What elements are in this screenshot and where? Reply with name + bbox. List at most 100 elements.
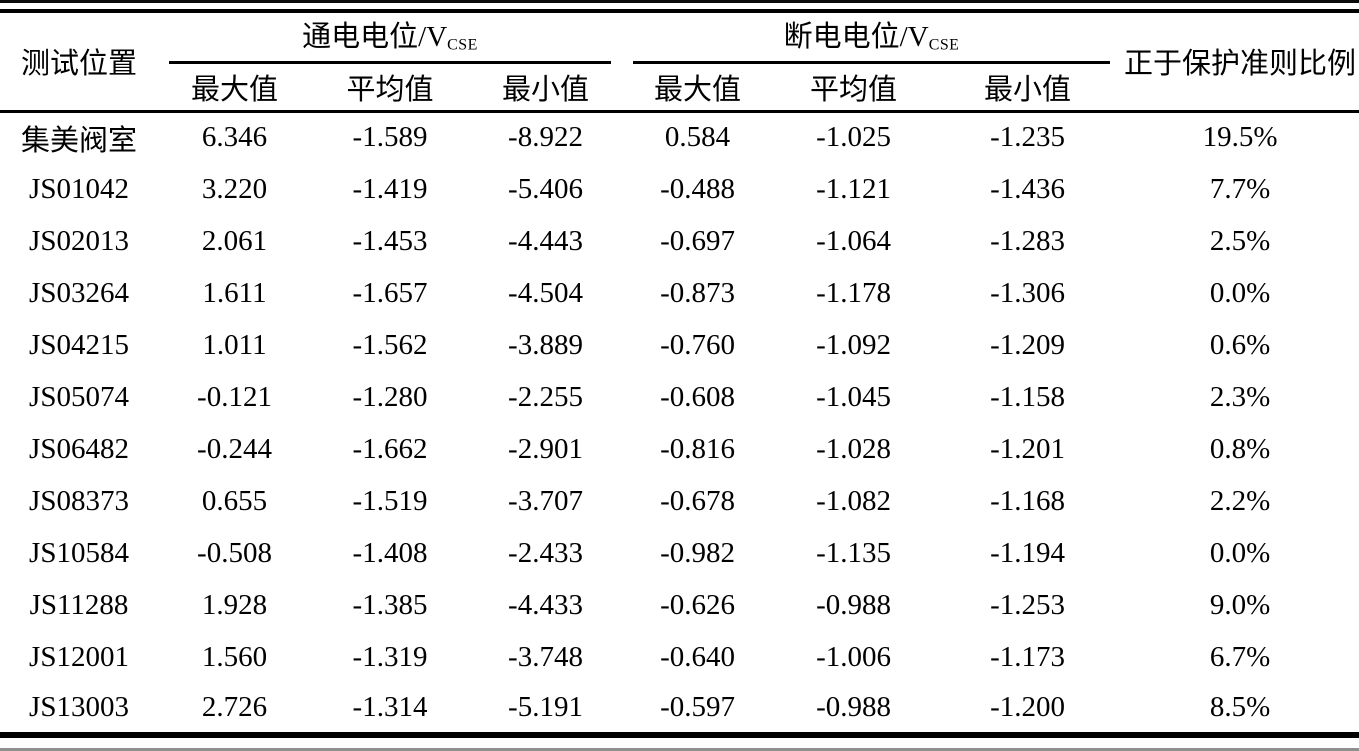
value-cell: -1.158	[990, 380, 1065, 413]
value-cell: 6.346	[201, 121, 268, 154]
table-row: 集美阀室 6.346 -1.589 -8.922 0.584 -1.025 -1.235 19…	[0, 111, 1359, 163]
value-cell: -1.280	[352, 380, 428, 413]
on-potential-subscript: CSE	[447, 36, 478, 54]
value-cell: -1.419	[352, 172, 428, 205]
location-cell: JS12001	[29, 640, 129, 673]
value-cell: -4.443	[508, 224, 583, 257]
header-off-avg: 平均值	[773, 64, 935, 113]
value-cell: -1.178	[816, 276, 891, 309]
ratio-cell: 0.0%	[1209, 536, 1271, 569]
value-cell: -1.385	[352, 588, 428, 621]
value-cell: -1.201	[990, 432, 1065, 465]
value-cell: -1.253	[990, 588, 1065, 621]
value-cell: -8.922	[508, 121, 583, 154]
value-cell: -0.816	[660, 432, 735, 465]
location-cell: JS04215	[29, 328, 129, 361]
value-cell: -1.194	[990, 536, 1065, 569]
outer-top-rule	[0, 0, 1359, 3]
value-cell: 2.726	[201, 691, 268, 723]
value-cell: -4.504	[508, 276, 583, 309]
value-cell: -1.082	[816, 484, 891, 517]
header-protection-criterion-ratio: 正于保护准则比例	[1121, 11, 1359, 113]
value-cell: -1.045	[816, 380, 891, 413]
ratio-cell: 2.3%	[1209, 380, 1271, 413]
location-cell: JS03264	[29, 276, 129, 309]
header-group-off-potential: 断电电位/VCSE	[622, 11, 1121, 64]
ratio-cell: 7.7%	[1209, 172, 1271, 205]
value-cell: -0.244	[197, 432, 272, 465]
value-cell: 1.560	[201, 640, 268, 673]
value-cell: -1.662	[352, 432, 428, 465]
location-cell: JS01042	[29, 172, 129, 205]
header-test-location: 测试位置	[0, 11, 158, 113]
outer-bottom-rule	[0, 748, 1359, 751]
ratio-cell: 19.5%	[1202, 121, 1278, 154]
table-body: 集美阀室 6.346 -1.589 -8.922 0.584 -1.025 -1.235 19…	[0, 111, 1359, 735]
ratio-cell: 8.5%	[1209, 691, 1271, 723]
value-cell: -1.314	[352, 691, 428, 723]
value-cell: -0.626	[660, 588, 735, 621]
header-off-min: 最小值	[934, 64, 1122, 113]
ratio-cell: 9.0%	[1209, 588, 1271, 621]
value-cell: -0.873	[660, 276, 735, 309]
value-cell: -0.488	[660, 172, 735, 205]
table-row: JS02013 2.061 -1.453 -4.443 -0.697 -1.064 -1.2…	[0, 215, 1359, 267]
header-on-max: 最大值	[158, 64, 311, 113]
header-group-on-potential: 通电电位/VCSE	[158, 11, 622, 64]
value-cell: -3.748	[508, 640, 583, 673]
value-cell: -0.678	[660, 484, 735, 517]
value-cell: -2.901	[508, 432, 583, 465]
value-cell: -1.306	[990, 276, 1065, 309]
value-cell: 2.061	[201, 224, 268, 257]
ratio-cell: 0.6%	[1209, 328, 1271, 361]
value-cell: 0.584	[664, 121, 731, 154]
on-potential-title: 通电电位/V	[302, 21, 448, 53]
value-cell: -1.092	[816, 328, 891, 361]
value-cell: -0.982	[660, 536, 735, 569]
location-cell: JS06482	[29, 432, 129, 465]
value-cell: -0.697	[660, 224, 735, 257]
value-cell: 1.011	[202, 328, 267, 361]
value-cell: -0.640	[660, 640, 735, 673]
header-on-min: 最小值	[469, 64, 623, 113]
value-cell: -2.255	[508, 380, 583, 413]
off-potential-title: 断电电位/V	[783, 21, 929, 53]
location-cell: JS10584	[29, 536, 129, 569]
location-cell: JS13003	[29, 691, 129, 723]
value-cell: -1.168	[990, 484, 1065, 517]
table-header: 测试位置 通电电位/VCSE 断电电位/VCSE 正于保护准则比例 最大值 平均…	[0, 11, 1359, 113]
table-row: JS10584 -0.508 -1.408 -2.433 -0.982 -1.135 -1.…	[0, 527, 1359, 579]
value-cell: -1.200	[990, 691, 1065, 723]
table-row: JS03264 1.611 -1.657 -4.504 -0.873 -1.178 -1.3…	[0, 267, 1359, 319]
value-cell: -1.028	[816, 432, 891, 465]
value-cell: -5.406	[508, 172, 583, 205]
value-cell: -1.589	[352, 121, 428, 154]
ratio-cell: 0.0%	[1209, 276, 1271, 309]
table-row: JS06482 -0.244 -1.662 -2.901 -0.816 -1.028 -1.…	[0, 423, 1359, 475]
table-row: JS04215 1.011 -1.562 -3.889 -0.760 -1.092 -1.2…	[0, 319, 1359, 371]
value-cell: -1.319	[352, 640, 428, 673]
table-row: JS11288 1.928 -1.385 -4.433 -0.626 -0.988 -1.2…	[0, 579, 1359, 631]
value-cell: -3.707	[508, 484, 583, 517]
table-row: JS05074 -0.121 -1.280 -2.255 -0.608 -1.045 -1.…	[0, 371, 1359, 423]
table-row: JS13003 2.726 -1.314 -5.191 -0.597 -0.988 -1.2…	[0, 683, 1359, 735]
value-cell: -1.135	[816, 536, 891, 569]
header-group-row: 测试位置 通电电位/VCSE 断电电位/VCSE 正于保护准则比例	[0, 11, 1359, 113]
value-cell: 3.220	[201, 172, 268, 205]
location-cell: JS05074	[29, 380, 129, 413]
value-cell: -1.064	[816, 224, 891, 257]
value-cell: -0.508	[197, 536, 272, 569]
on-potential-group-underline: 通电电位/VCSE	[169, 13, 612, 64]
value-cell: 1.928	[201, 588, 268, 621]
value-cell: -1.173	[990, 640, 1065, 673]
value-cell: -0.121	[197, 380, 272, 413]
value-cell: -0.608	[660, 380, 735, 413]
value-cell: 1.611	[202, 276, 267, 309]
table-row: JS12001 1.560 -1.319 -3.748 -0.640 -1.006 -1.1…	[0, 631, 1359, 683]
ratio-cell: 2.2%	[1209, 484, 1271, 517]
off-potential-subscript: CSE	[928, 36, 960, 54]
value-cell: -1.562	[352, 328, 428, 361]
header-on-avg: 平均值	[311, 64, 469, 113]
location-cell: 集美阀室	[20, 124, 137, 157]
